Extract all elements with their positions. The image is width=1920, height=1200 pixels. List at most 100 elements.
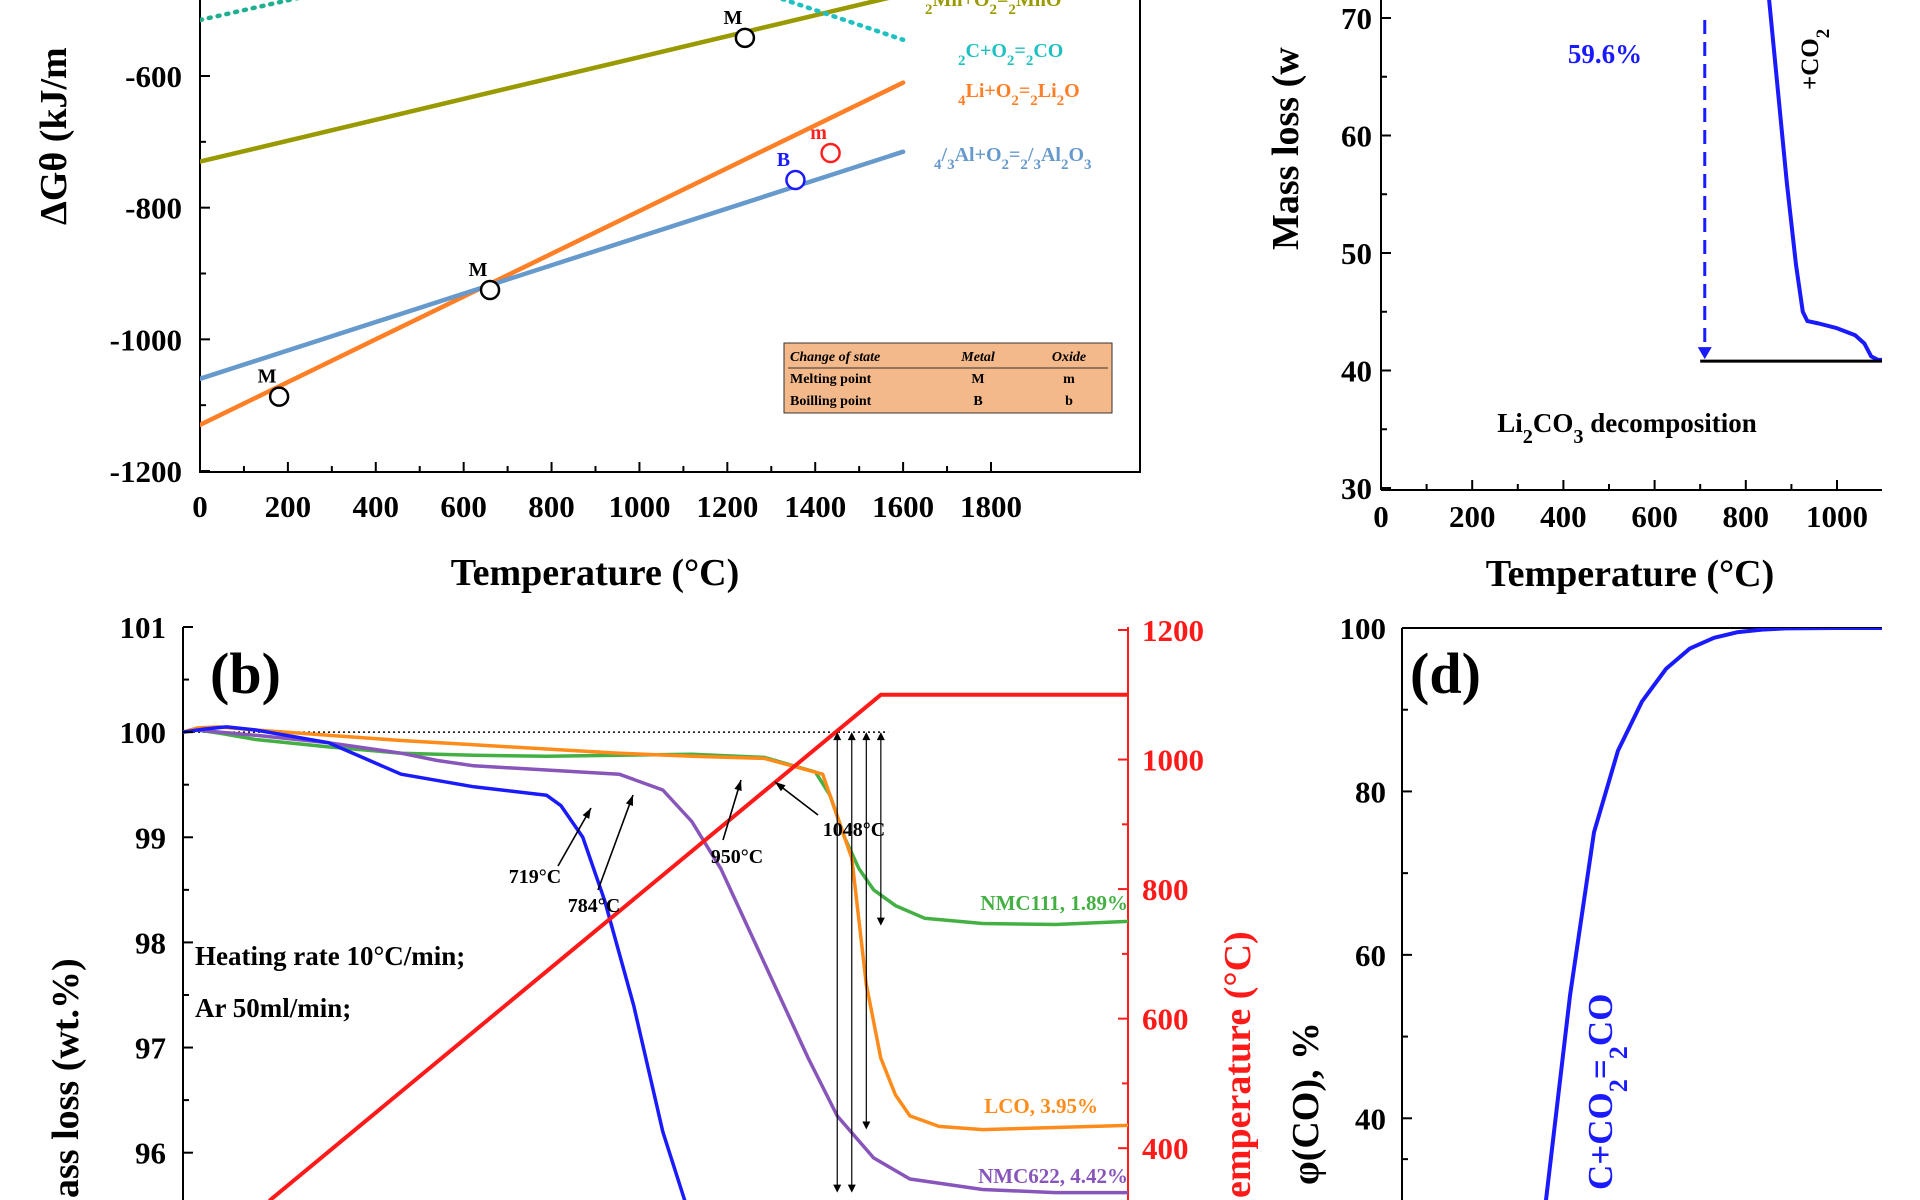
- text-span: 2: [1007, 53, 1015, 69]
- y-tick-label-0: -600: [125, 59, 182, 94]
- x-axis-title: Temperature (°C): [1486, 553, 1775, 595]
- legend-table-cell: m: [1063, 372, 1075, 387]
- series-line-3: [183, 725, 687, 1200]
- y2-tick-label-0: 1200: [1142, 613, 1204, 648]
- text-span: 3: [1573, 426, 1583, 448]
- text-span: CO: [1033, 40, 1063, 62]
- series-group: [1544, 628, 1882, 1200]
- series-line-2: [183, 728, 1128, 1195]
- y-tick-label-4: 97: [135, 1031, 166, 1066]
- y-tick-label-1: 80: [1355, 774, 1386, 809]
- marker-label-1: m: [810, 122, 827, 144]
- plot-frame: [199, 0, 1141, 473]
- legend-table: [783, 342, 1113, 414]
- x-tick-label-5: 1000: [608, 489, 670, 524]
- text-span: 2: [925, 2, 933, 18]
- marker-circle-4: [268, 386, 290, 407]
- drop-arrow-head-down: [862, 1121, 871, 1130]
- text-span: C+O: [966, 40, 1007, 62]
- x-tick-label-0: 0: [1373, 499, 1389, 534]
- series-group: [1767, 0, 1882, 362]
- annotation-arrow-head-1: [625, 795, 633, 806]
- drop-arrow-head-down: [847, 1184, 856, 1193]
- text-span: 2: [1604, 1046, 1633, 1059]
- marker-circle-0: [734, 27, 756, 49]
- x-tick-label-4: 800: [1723, 499, 1770, 534]
- y-axis-title: Mass loss (w: [1265, 47, 1307, 250]
- temperature-annotation-2: 950°C: [711, 846, 763, 868]
- legend-table-cell: Melting point: [790, 372, 872, 387]
- x-tick-label-6: 1200: [696, 489, 758, 524]
- text-span: Li+O: [966, 80, 1012, 102]
- reaction-label: C+CO2=2CO: [1581, 994, 1633, 1190]
- note-line-0: Heating rate 10°C/min;: [195, 941, 465, 971]
- x-tick-label-4: 800: [528, 489, 575, 524]
- marker-circle-3: [479, 279, 501, 301]
- marker-circle-1: [820, 142, 841, 164]
- series-label-3: 4/3Al+O2=2/3Al2O3: [934, 144, 1092, 173]
- text-span: =: [997, 0, 1008, 11]
- arrow-head: [1697, 347, 1712, 360]
- annotation-arrow-head-0: [582, 808, 591, 819]
- text-span: /: [941, 144, 948, 166]
- series-label-1: 2C+O2=2CO: [958, 40, 1063, 69]
- text-span: Li: [1497, 408, 1523, 438]
- panel-b: 101 100 99 98 97 96 1200 1000 800 600 400 (b) ass lo…: [45, 610, 1259, 1200]
- drop-arrow-head-down: [876, 917, 885, 926]
- series-line-1: [778, 0, 906, 43]
- text-span: =: [1581, 1059, 1620, 1079]
- text-span: 2: [1061, 157, 1069, 173]
- x-tick-label-9: 1800: [960, 489, 1022, 524]
- series-label-2: 4Li+O2=2Li2O: [958, 80, 1080, 109]
- drop-arrow-head-up: [833, 732, 842, 741]
- series-line-1: [183, 725, 1128, 1132]
- series-group: [200, 0, 906, 428]
- y-tick-label-3: 40: [1355, 1101, 1386, 1136]
- panel-title: (d): [1410, 641, 1481, 706]
- x-tick-label-2: 400: [1540, 499, 1587, 534]
- marker-circle-2: [785, 169, 806, 191]
- y-axis-title: ass loss (wt.%): [45, 958, 87, 1198]
- marker-label-0: M: [723, 7, 742, 29]
- y-tick-label-2: 60: [1355, 938, 1386, 973]
- y-axis-title: ΔGθ (kJ/m: [33, 47, 75, 225]
- legend-table-cell: B: [973, 394, 982, 409]
- panel-c: 0 200 400 600 800 1000 30 40 50 60 70 Temperature (…: [1265, 0, 1882, 595]
- y2-tick-label-1: 1000: [1142, 743, 1204, 778]
- text-span: decomposition: [1584, 408, 1757, 438]
- y-tick-label-1: 100: [120, 715, 167, 750]
- annotation-arrow-head-3: [775, 782, 786, 792]
- text-span: Mn+O: [933, 0, 990, 11]
- co-line-0: [1544, 628, 1882, 1200]
- text-span: 2: [1011, 93, 1019, 109]
- x-tick-label-7: 1400: [784, 489, 846, 524]
- text-span: 2: [1057, 93, 1065, 109]
- y-axis-title: φ(CO), %: [1285, 1022, 1327, 1185]
- text-span: O: [1064, 80, 1080, 102]
- x-axis-title: Temperature (°C): [451, 552, 740, 594]
- drop-arrow-head-up: [847, 732, 856, 741]
- y-tick-label-2: 50: [1341, 236, 1372, 271]
- text-span: 2: [1026, 53, 1034, 69]
- text-span: +CO: [1797, 38, 1824, 90]
- marker-label-3: M: [469, 259, 488, 281]
- percent-label: 59.6%: [1568, 39, 1642, 69]
- text-span: Li: [1038, 80, 1057, 102]
- panel-title: (b): [210, 641, 281, 706]
- x-tick-label-1: 200: [265, 489, 312, 524]
- note-line-1: Ar 50ml/min;: [195, 993, 351, 1023]
- series-label-0: NMC111, 1.89%: [980, 891, 1128, 915]
- drop-arrow-head-up: [876, 732, 885, 741]
- x-tick-label-3: 600: [440, 489, 487, 524]
- text-span: O: [1068, 144, 1084, 166]
- x-tick-label-2: 400: [353, 489, 400, 524]
- text-span: Al+O: [955, 144, 1002, 166]
- y-tick-label-1: 40: [1341, 354, 1372, 389]
- y-tick-label-1: -800: [125, 191, 182, 226]
- series-line-0: [200, 0, 890, 164]
- text-span: =: [1019, 80, 1030, 102]
- y2-tick-label-3: 600: [1142, 1002, 1189, 1037]
